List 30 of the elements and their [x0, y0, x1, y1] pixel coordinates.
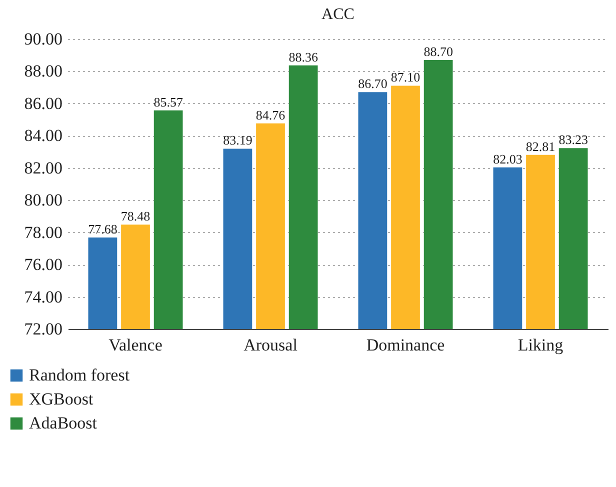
data-label: 88.36: [288, 49, 318, 64]
data-label: 78.48: [120, 208, 150, 224]
data-label: 82.81: [526, 138, 556, 154]
legend-label: XGBoost: [29, 390, 94, 408]
data-label: 84.76: [256, 107, 286, 122]
x-tick-label: Arousal: [244, 336, 298, 354]
x-tick-label: Liking: [518, 336, 564, 354]
x-tick-label: Dominance: [366, 336, 445, 354]
data-label: 85.57: [154, 94, 184, 110]
y-tick-label: 82.00: [24, 158, 62, 178]
y-tick-label: 76.00: [24, 255, 62, 274]
data-label: 83.19: [223, 132, 252, 148]
y-tick-label: 80.00: [24, 190, 62, 210]
legend-label: Random forest: [29, 366, 130, 384]
data-label: 77.68: [88, 221, 118, 236]
y-tick-label: 90.00: [24, 30, 62, 48]
data-label: 83.23: [558, 132, 588, 148]
x-tick-label: Valence: [108, 336, 162, 354]
chart-title: ACC: [322, 6, 354, 23]
data-label: 82.03: [493, 151, 522, 166]
y-tick-label: 72.00: [24, 320, 62, 338]
data-label: 88.70: [424, 44, 453, 59]
data-label: 86.70: [358, 76, 388, 92]
y-tick-label: 78.00: [24, 222, 62, 242]
y-tick-label: 88.00: [24, 62, 62, 81]
data-label: 87.10: [390, 70, 420, 85]
y-tick-label: 84.00: [24, 126, 62, 146]
y-tick-label: 74.00: [24, 287, 62, 306]
y-tick-label: 86.00: [24, 94, 62, 113]
legend-label: AdaBoost: [29, 414, 98, 432]
